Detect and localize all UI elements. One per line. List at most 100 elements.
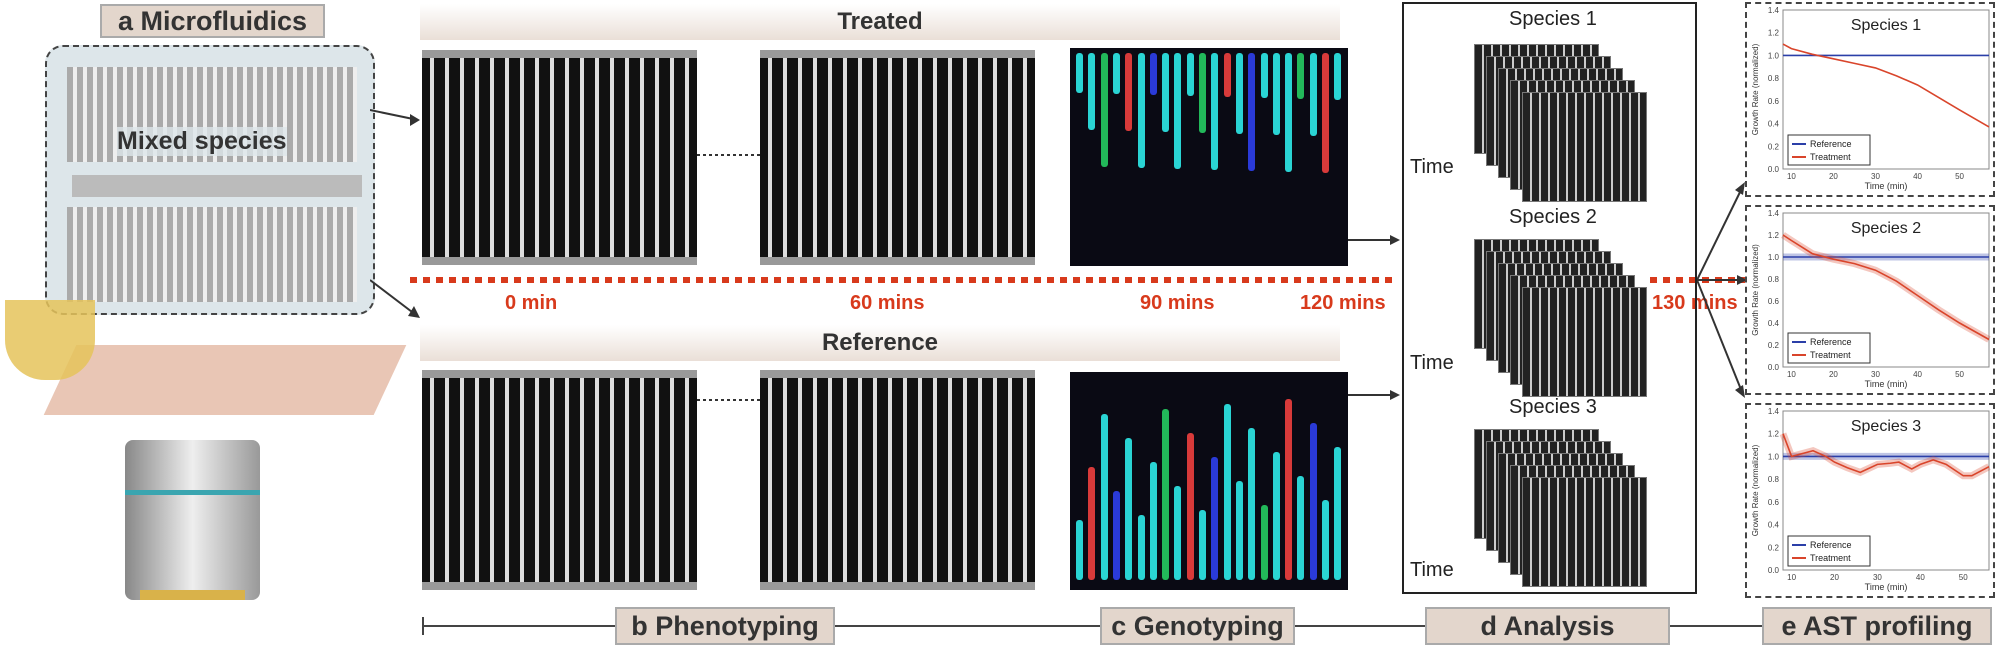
chart-species-1: 0.0 0.2 0.4 0.6 0.8 1.0 1.2 1.4 10 20 30 40 50 Time (…	[1745, 2, 1995, 197]
treated-0min-image	[422, 50, 697, 265]
time-90min: 90 mins	[1140, 292, 1215, 314]
cell-column	[1223, 53, 1231, 97]
x-tick-label: 50	[1955, 370, 1964, 379]
cell-column	[1334, 447, 1342, 580]
cell-column	[1088, 467, 1096, 580]
legend-label: Treatment	[1810, 152, 1851, 162]
y-tick-label: 1.4	[1768, 209, 1780, 218]
cell-column	[1285, 399, 1293, 580]
y-axis-label: Growth Rate (normalized)	[1751, 43, 1760, 135]
cell-column	[1149, 53, 1157, 95]
cell-column	[1272, 53, 1280, 135]
channel-bottom	[67, 207, 357, 302]
cell-column	[1248, 428, 1256, 580]
chart-title: Species 1	[1851, 17, 1921, 34]
cell-column	[1125, 438, 1133, 580]
label-microfluidics: a Microfluidics	[100, 4, 325, 38]
cell-column	[1309, 53, 1317, 136]
reference-fluorescence-image	[1070, 372, 1348, 590]
reference-60min-image	[760, 370, 1035, 590]
cell-column	[1272, 452, 1280, 580]
time-lapse-frame	[1522, 477, 1647, 587]
y-tick-label: 0.0	[1768, 566, 1780, 575]
cell-column	[1100, 414, 1108, 580]
arrows-a-to-b	[370, 109, 420, 318]
x-tick-label: 40	[1913, 370, 1922, 379]
y-tick-label: 0.6	[1768, 498, 1780, 507]
x-tick-label: 30	[1873, 573, 1882, 582]
y-tick-label: 1.2	[1768, 231, 1780, 240]
cell-column	[1322, 500, 1329, 580]
chart-species-3: 0.0 0.2 0.4 0.6 0.8 1.0 1.2 1.4 10 20 30 40 50 Time (…	[1745, 403, 1995, 598]
y-axis-label: Growth Rate (normalized)	[1751, 244, 1760, 336]
y-tick-label: 0.2	[1768, 341, 1780, 350]
cell-column	[1174, 486, 1182, 580]
y-tick-label: 0.0	[1768, 165, 1780, 174]
cell-column	[1088, 53, 1096, 130]
cell-column	[1297, 53, 1305, 99]
y-tick-label: 0.6	[1768, 297, 1780, 306]
label-analysis: d Analysis	[1425, 607, 1670, 645]
time-label-3: Time	[1410, 559, 1454, 581]
cell-column	[1260, 53, 1268, 98]
cell-column	[1076, 520, 1083, 580]
legend-label: Reference	[1810, 337, 1852, 347]
cell-column	[1076, 53, 1083, 93]
cell-column	[1334, 53, 1342, 100]
analysis-species-2: Species 2	[1509, 206, 1597, 228]
x-tick-label: 50	[1955, 172, 1964, 181]
x-tick-label: 40	[1913, 172, 1922, 181]
x-tick-label: 30	[1871, 370, 1880, 379]
y-tick-label: 1.0	[1768, 452, 1780, 461]
x-tick-label: 20	[1829, 172, 1838, 181]
label-genotyping: c Genotyping	[1100, 607, 1295, 645]
arrows-c-to-d	[1348, 235, 1400, 400]
x-axis-label: Time (min)	[1865, 582, 1908, 592]
cell-column	[1235, 481, 1243, 580]
x-tick-label: 20	[1829, 370, 1838, 379]
time-0min: 0 min	[505, 292, 558, 314]
time-120min: 120 mins	[1300, 292, 1386, 314]
cell-column	[1100, 53, 1108, 167]
x-tick-label: 10	[1787, 573, 1796, 582]
y-tick-label: 1.2	[1768, 430, 1780, 439]
label-ast-profiling: e AST profiling	[1762, 607, 1992, 645]
y-tick-label: 0.4	[1768, 521, 1780, 530]
y-tick-label: 1.4	[1768, 6, 1780, 15]
series-line-treatment	[1782, 433, 1990, 477]
arrows-d-to-e	[1697, 182, 1747, 398]
y-tick-label: 0.4	[1768, 120, 1780, 129]
cell-column	[1248, 53, 1256, 171]
y-tick-label: 1.0	[1768, 253, 1780, 262]
cell-column	[1223, 404, 1231, 580]
cell-column	[1260, 505, 1268, 580]
time-label-1: Time	[1410, 156, 1454, 178]
x-axis-label: Time (min)	[1865, 379, 1908, 389]
cell-column	[1137, 515, 1145, 580]
time-label-2: Time	[1410, 352, 1454, 374]
label-phenotyping: b Phenotyping	[615, 607, 835, 645]
reference-0min-image	[422, 370, 697, 590]
x-tick-label: 30	[1871, 172, 1880, 181]
y-tick-label: 0.0	[1768, 363, 1780, 372]
x-tick-label: 20	[1830, 573, 1839, 582]
y-tick-label: 0.8	[1768, 275, 1780, 284]
treated-header: Treated	[420, 4, 1340, 40]
bottom-line-start	[422, 617, 424, 635]
cell-column	[1322, 53, 1329, 173]
cell-column	[1125, 53, 1133, 131]
y-tick-label: 0.2	[1768, 543, 1780, 552]
analysis-species-3: Species 3	[1509, 396, 1597, 418]
y-tick-label: 1.4	[1768, 407, 1780, 416]
x-axis-label: Time (min)	[1865, 181, 1908, 191]
cell-column	[1235, 53, 1243, 134]
cell-column	[1149, 462, 1157, 580]
dotted-connectors	[697, 154, 760, 401]
time-130min: 130 mins	[1652, 292, 1738, 314]
y-axis-label: Growth Rate (normalized)	[1751, 444, 1760, 536]
cell-column	[1186, 53, 1194, 96]
analysis-species-1: Species 1	[1509, 8, 1597, 30]
chip-inset: Mixed species	[45, 45, 375, 315]
y-tick-label: 1.2	[1768, 29, 1780, 38]
y-tick-label: 0.2	[1768, 142, 1780, 151]
